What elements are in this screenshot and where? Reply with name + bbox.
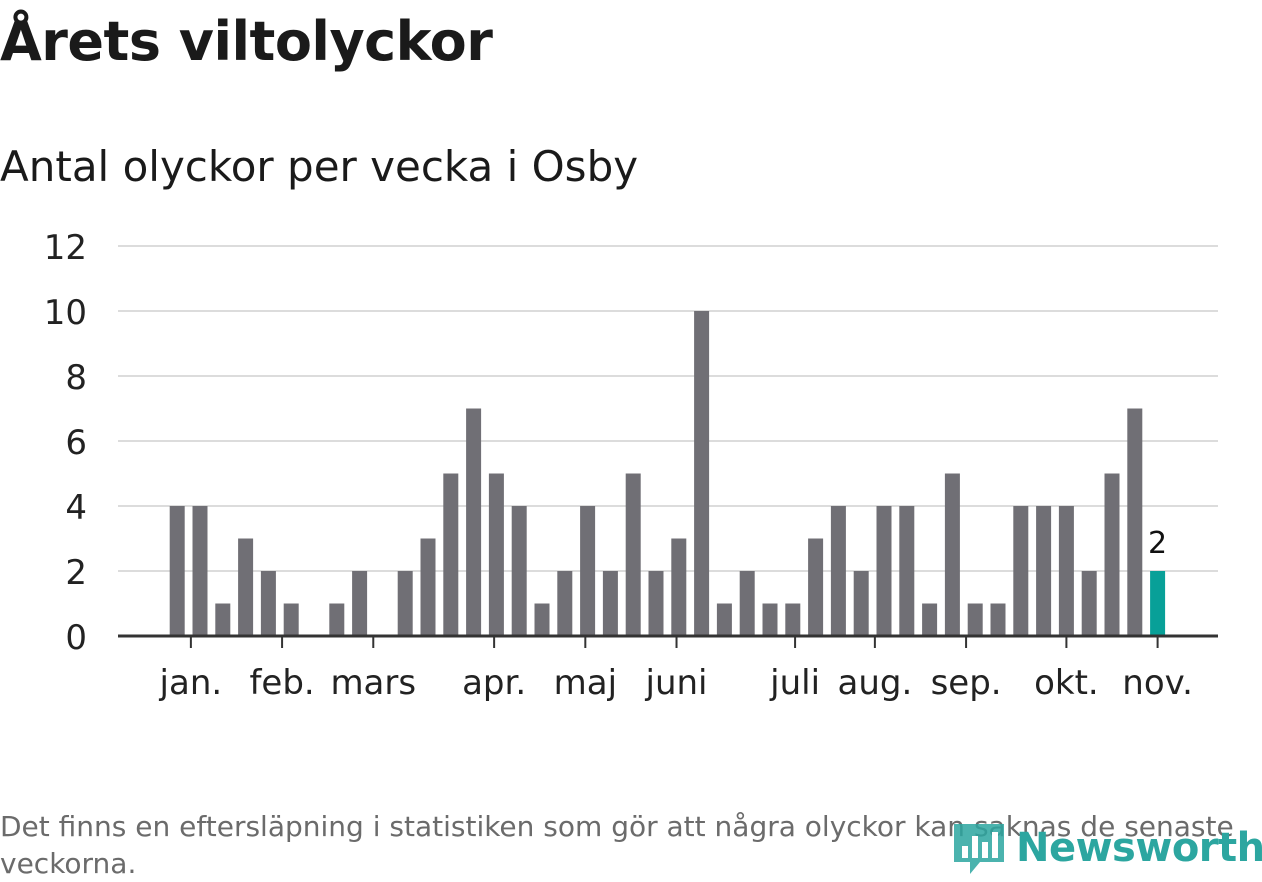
x-tick-label: feb. [249, 663, 314, 703]
bar [534, 603, 550, 636]
bar [488, 473, 504, 636]
bar [260, 571, 276, 636]
bar [397, 571, 413, 636]
bar [785, 603, 801, 636]
bar [853, 571, 869, 636]
y-tick-label: 4 [65, 488, 87, 528]
bar [283, 603, 299, 636]
y-tick-label: 0 [65, 618, 87, 658]
bar [762, 603, 778, 636]
bar [990, 603, 1006, 636]
bar [443, 473, 459, 636]
x-tick-label: jan. [159, 663, 223, 703]
bar [329, 603, 345, 636]
bar [1104, 473, 1120, 636]
y-tick-label: 2 [65, 553, 87, 593]
x-tick-label: apr. [462, 663, 526, 703]
chart-subtitle: Antal olyckor per vecka i Osby [0, 142, 639, 191]
bar-chart: 0 2 4 6 8 10 12 2 jan. feb. mars apr. maj juni juli aug… [44, 228, 1218, 703]
bar [739, 571, 755, 636]
bar [808, 538, 824, 636]
bar [215, 603, 231, 636]
x-tick-label: aug. [837, 663, 912, 703]
bar [557, 571, 573, 636]
bar [192, 506, 208, 636]
bar [1127, 408, 1143, 636]
bar [944, 473, 960, 636]
bar-chart-icon [954, 824, 1004, 874]
bar [352, 571, 368, 636]
bar [922, 603, 938, 636]
chart-title: Årets viltolyckor [0, 10, 493, 73]
bar [625, 473, 641, 636]
data-label: 2 [1148, 526, 1167, 561]
bar [1058, 506, 1074, 636]
bar [466, 408, 482, 636]
bar [1013, 506, 1029, 636]
bar [511, 506, 527, 636]
x-tick-label: juni [645, 663, 708, 703]
x-tick-label: okt. [1034, 663, 1099, 703]
newsworthy-logo: Newsworthy [950, 818, 1262, 878]
logo-text: Newsworthy [1016, 825, 1262, 871]
x-tick-label: nov. [1122, 663, 1193, 703]
bar [648, 571, 664, 636]
bar [967, 603, 983, 636]
bar [1081, 571, 1097, 636]
bar [238, 538, 254, 636]
bar [899, 506, 915, 636]
bar [420, 538, 436, 636]
x-tick-label: mars [330, 663, 416, 703]
x-tick-label: juli [769, 663, 820, 703]
footnote: Det finns en eftersläpning i statistiken… [0, 810, 1234, 880]
bar [580, 506, 596, 636]
y-tick-label: 12 [44, 228, 87, 268]
bar [830, 506, 846, 636]
bar [694, 311, 710, 636]
bar [602, 571, 618, 636]
bar [876, 506, 892, 636]
y-tick-label: 10 [44, 293, 87, 333]
bar [716, 603, 732, 636]
y-tick-label: 8 [65, 358, 87, 398]
highlight-bar [1150, 571, 1166, 636]
bar [671, 538, 687, 636]
y-tick-label: 6 [65, 423, 87, 463]
x-tick-label: sep. [931, 663, 1002, 703]
bar [169, 506, 185, 636]
x-tick-label: maj [554, 663, 617, 703]
bar [1036, 506, 1052, 636]
